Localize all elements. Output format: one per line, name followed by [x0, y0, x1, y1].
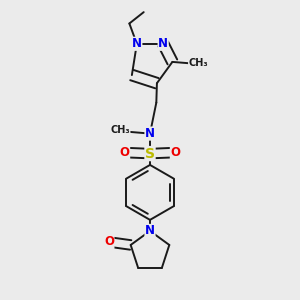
Text: O: O	[170, 146, 180, 159]
Text: N: N	[132, 37, 142, 50]
Text: O: O	[120, 146, 130, 159]
Text: N: N	[145, 127, 155, 140]
Text: N: N	[158, 37, 168, 50]
Text: CH₃: CH₃	[110, 125, 130, 135]
Text: CH₃: CH₃	[189, 58, 208, 68]
Text: O: O	[104, 236, 114, 248]
Text: S: S	[145, 147, 155, 160]
Text: N: N	[145, 224, 155, 237]
